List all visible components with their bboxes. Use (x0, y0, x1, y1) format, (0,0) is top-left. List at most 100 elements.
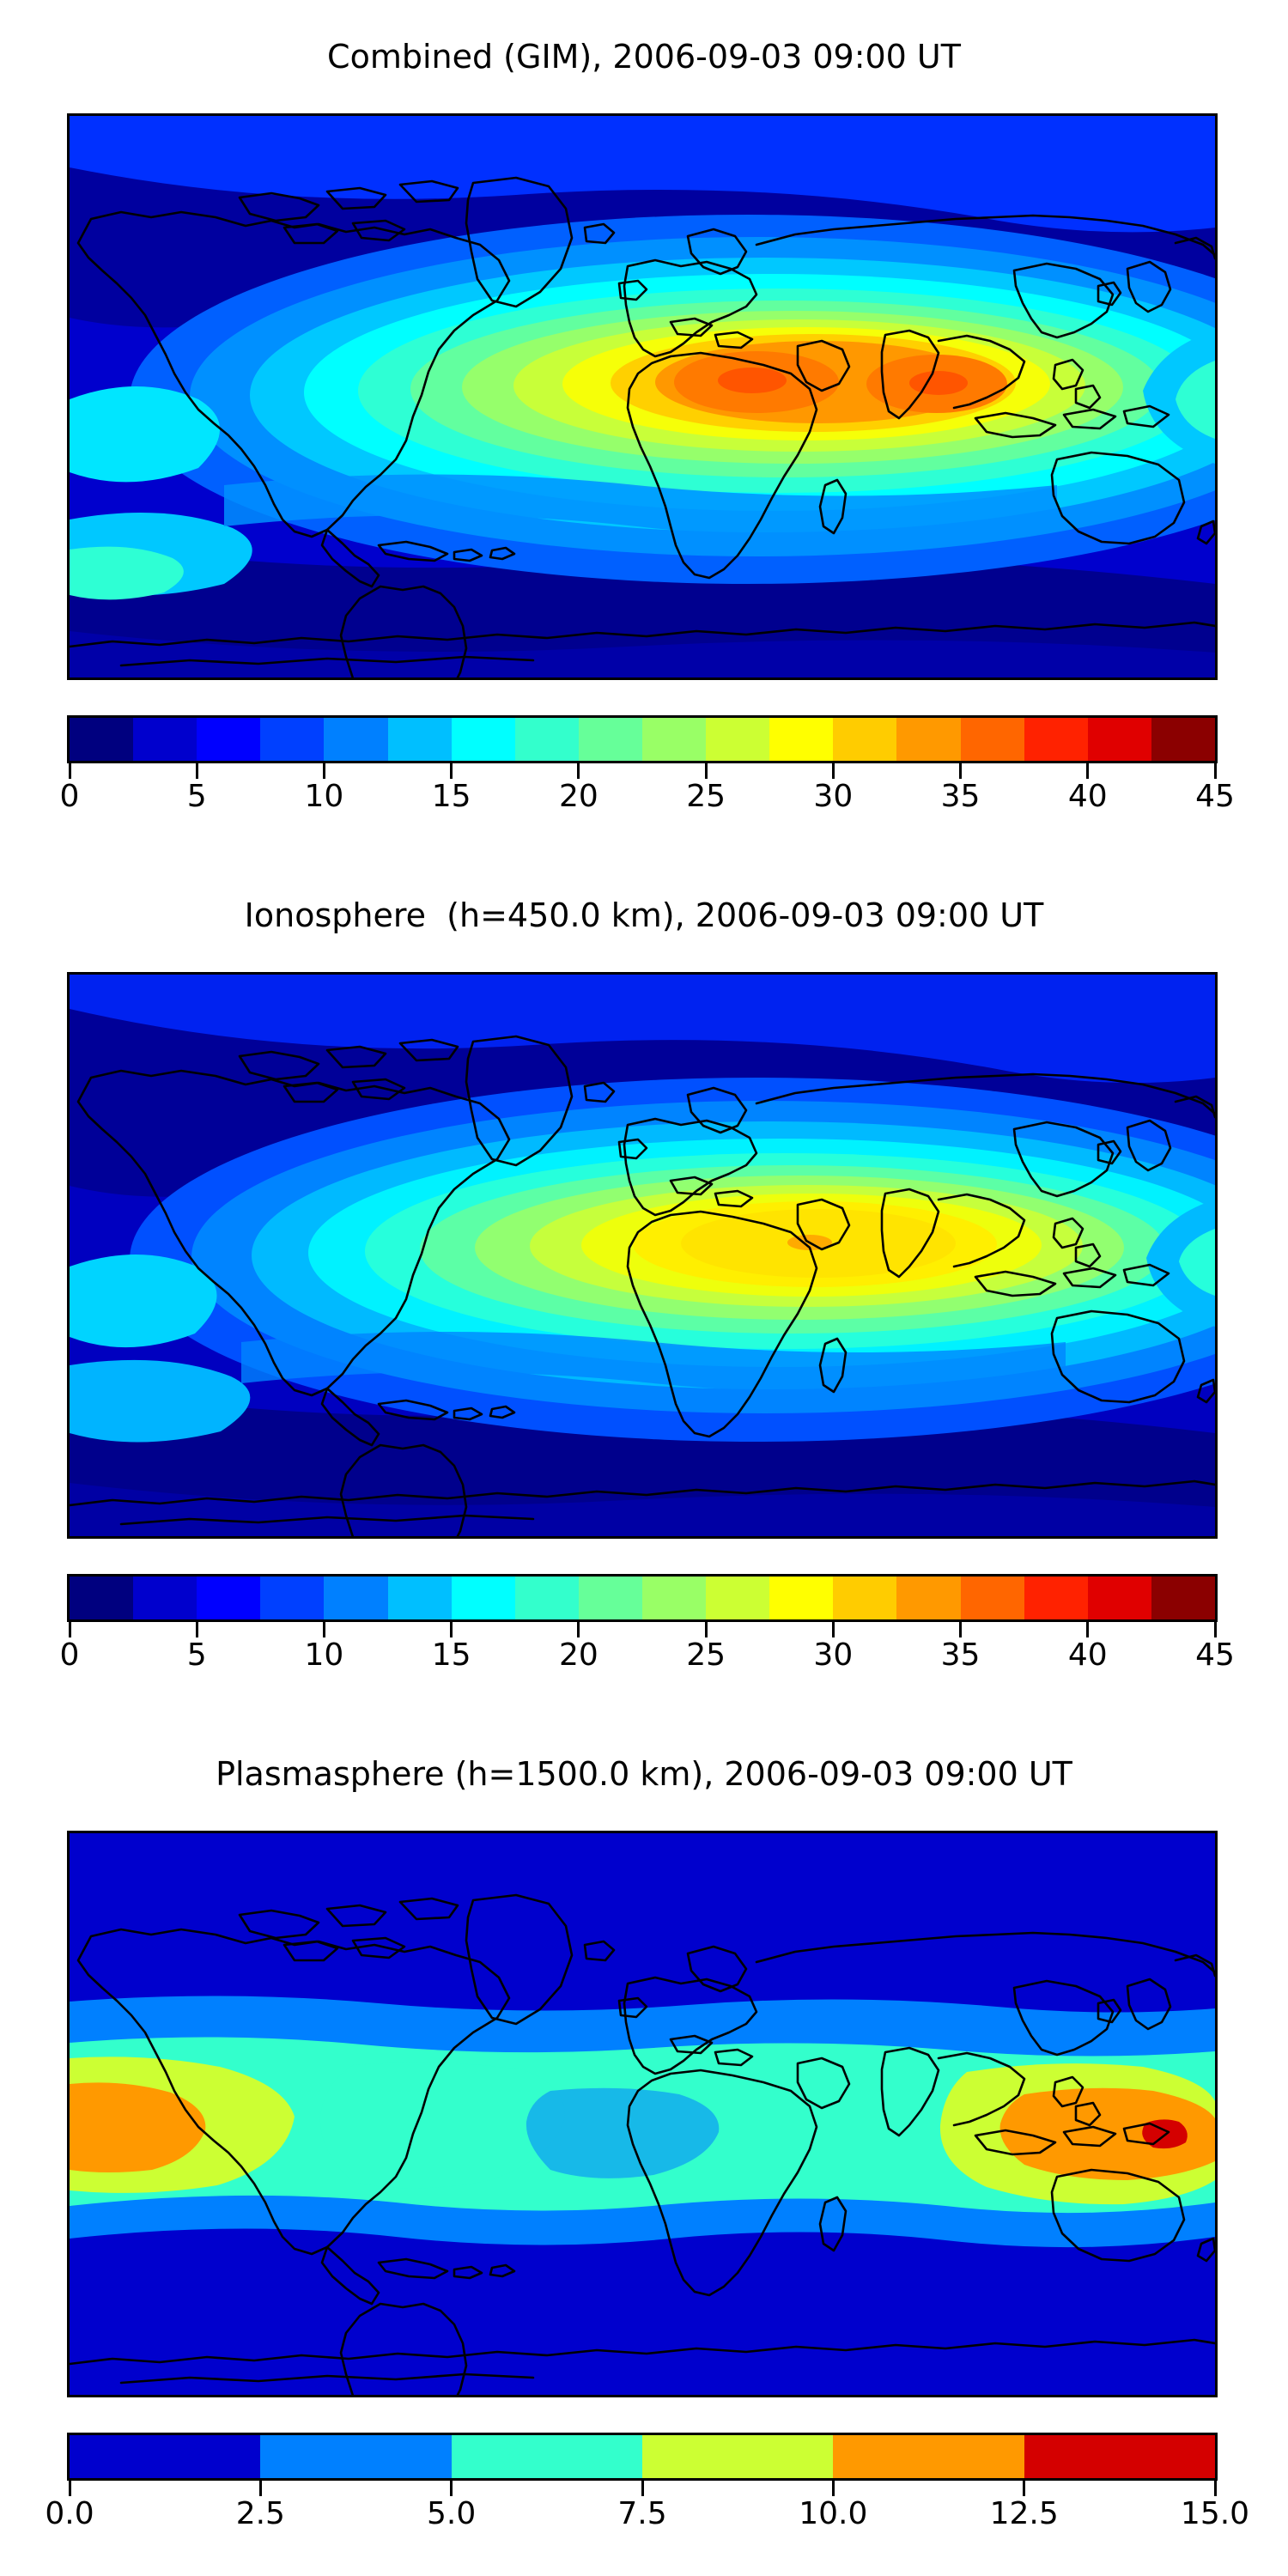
colorbar-segment (1087, 718, 1151, 761)
colorbar-tick-label: 5 (186, 1637, 207, 1673)
colorbar-tick (959, 763, 963, 779)
colorbar-segment (769, 718, 834, 761)
colorbar-gradient-ionosphere (67, 1574, 1218, 1622)
colorbar-tick-label: 45 (1195, 1637, 1235, 1673)
colorbar-tick (68, 763, 71, 779)
colorbar-segment (260, 1577, 325, 1619)
colorbar-segment (896, 718, 961, 761)
colorbar-tick-label: 15 (431, 779, 471, 814)
colorbar-gradient-combined (67, 715, 1218, 763)
colorbar-segment (1024, 718, 1088, 761)
colorbar-segment (1024, 1577, 1088, 1619)
colorbar-segment (133, 718, 197, 761)
colorbar-segment (833, 1577, 897, 1619)
colorbar-tick-label: 0.0 (45, 2496, 94, 2531)
colorbar-ticks-ionosphere (67, 1622, 1218, 1637)
colorbar-segment (833, 2435, 1024, 2478)
colorbar-segment (260, 718, 325, 761)
colorbar-ticks-combined (67, 763, 1218, 779)
colorbar-tick-label: 20 (558, 779, 598, 814)
colorbar-segment (324, 718, 388, 761)
colorbar-tick (1213, 1622, 1217, 1637)
colorbar-tick (195, 1622, 198, 1637)
colorbar-tick-label: 7.5 (617, 2496, 667, 2531)
colorbar-tick (68, 1622, 71, 1637)
colorbar-segment (706, 1577, 770, 1619)
colorbar-segment (451, 1577, 515, 1619)
colorbar-tick-label: 5.0 (427, 2496, 477, 2531)
colorbar-segment (833, 718, 897, 761)
colorbar-segment (578, 1577, 642, 1619)
colorbar-segment (960, 718, 1024, 761)
colorbar-tick-label: 10 (304, 779, 344, 814)
colorbar-tick-label: 40 (1067, 1637, 1108, 1673)
colorbar-tick (1023, 2481, 1026, 2496)
colorbar-tick (195, 763, 198, 779)
colorbar-segment (1024, 2435, 1215, 2478)
colorbar-tick-label: 2.5 (235, 2496, 285, 2531)
colorbar-segment (896, 1577, 961, 1619)
colorbar-tick (1213, 2481, 1217, 2496)
colorbar-tick-label: 35 (940, 779, 981, 814)
colorbar-tick-label: 5 (186, 779, 207, 814)
colorbar-tick (258, 2481, 262, 2496)
colorbar-tick (831, 1622, 835, 1637)
colorbar-tick (1086, 763, 1090, 779)
coastlines-combined (70, 176, 1215, 677)
colorbar-tick (450, 1622, 453, 1637)
colorbar-tick (831, 2481, 835, 2496)
colorbar-tick-label: 0 (59, 779, 80, 814)
colorbar-tick (450, 763, 453, 779)
colorbar-tick (1086, 1622, 1090, 1637)
colorbar-tick-label: 15 (431, 1637, 471, 1673)
colorbar-segment (197, 1577, 261, 1619)
colorbar-segment (960, 1577, 1024, 1619)
map-combined-gim (67, 113, 1218, 680)
panel-title-plasmasphere: Plasmasphere (h=1500.0 km), 2006-09-03 0… (216, 1755, 1072, 1793)
panel-title-combined: Combined (GIM), 2006-09-03 09:00 UT (327, 38, 961, 76)
colorbar-segment (387, 718, 452, 761)
panel-title-ionosphere: Ionosphere (h=450.0 km), 2006-09-03 09:0… (244, 896, 1044, 934)
colorbar-segment (514, 718, 579, 761)
colorbar-tick-label: 25 (686, 1637, 726, 1673)
colorbar-tick-label: 35 (940, 1637, 981, 1673)
colorbar-tick (577, 763, 580, 779)
colorbar-tick-label: 10 (304, 1637, 344, 1673)
colorbar-segment (260, 2435, 452, 2478)
colorbar-segment (70, 2435, 261, 2478)
colorbar-tick-label: 15.0 (1180, 2496, 1250, 2531)
colorbar-segment (70, 718, 134, 761)
map-ionosphere (67, 972, 1218, 1539)
colorbar-segment (197, 718, 261, 761)
colorbar-tick-label: 25 (686, 779, 726, 814)
colorbar-tick-label: 45 (1195, 779, 1235, 814)
coastlines-plasmasphere (70, 1893, 1215, 2395)
colorbar-tick (1213, 763, 1217, 779)
colorbar-tick (641, 2481, 644, 2496)
colorbar-tick (831, 763, 835, 779)
colorbar-combined: 0 5 10 15 20 25 30 35 40 45 (60, 715, 1235, 820)
colorbar-segment (1087, 1577, 1151, 1619)
colorbar-tick (322, 1622, 325, 1637)
map-svg-plasmasphere (70, 1833, 1215, 2395)
colorbar-tick (322, 763, 325, 779)
colorbar-tick-label: 20 (558, 1637, 598, 1673)
coastlines-ionosphere (70, 1035, 1215, 1536)
colorbar-tick-label: 40 (1067, 779, 1108, 814)
colorbar-tick (68, 2481, 71, 2496)
colorbar-tick-label: 30 (813, 1637, 854, 1673)
colorbar-segment (641, 2435, 834, 2478)
colorbar-segment (1151, 1577, 1215, 1619)
colorbar-segment (578, 718, 642, 761)
colorbar-gradient-plasmasphere (67, 2433, 1218, 2481)
colorbar-tick (577, 1622, 580, 1637)
colorbar-tick (704, 763, 708, 779)
colorbar-tick (959, 1622, 963, 1637)
colorbar-plasmasphere: 0.0 2.5 5.0 7.5 10.0 12.5 15.0 (45, 2433, 1249, 2537)
colorbar-tick-label: 12.5 (989, 2496, 1059, 2531)
colorbar-tick (704, 1622, 708, 1637)
colorbar-segment (641, 1577, 707, 1619)
colorbar-segment (451, 2435, 642, 2478)
map-svg-combined (70, 116, 1215, 677)
